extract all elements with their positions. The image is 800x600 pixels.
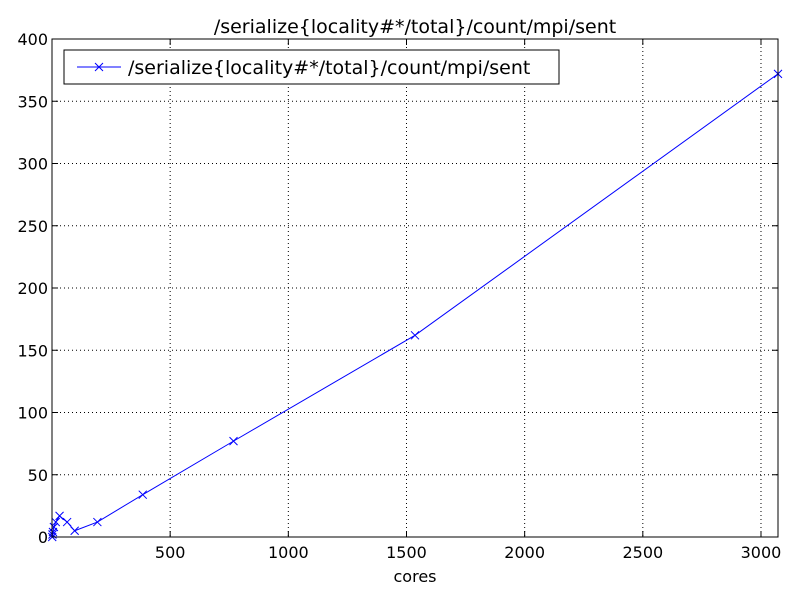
data-point-marker (62, 517, 72, 527)
grid (52, 39, 778, 537)
legend: /serialize{locality#*/total}/count/mpi/s… (63, 49, 560, 85)
ticks: 500 1000 1500 2000 2500 3000 0 50 100 150 200 250 30… (17, 30, 781, 562)
y-tick-label: 100 (17, 404, 48, 423)
y-tick-label: 200 (17, 279, 48, 298)
data-point-marker (70, 526, 80, 536)
legend-entry-label: /serialize{locality#*/total}/count/mpi/s… (128, 57, 530, 79)
data-point-marker (229, 436, 238, 446)
chart-title: /serialize{locality#*/total}/count/mpi/s… (214, 16, 616, 38)
legend-marker (94, 62, 104, 72)
data-point-marker (55, 511, 64, 521)
x-tick-label: 1000 (268, 543, 309, 562)
x-tick-label: 2000 (504, 543, 545, 562)
y-tick-label: 0 (38, 528, 48, 547)
x-tick-label: 500 (155, 543, 186, 562)
x-axis-label: cores (394, 567, 437, 586)
y-tick-label: 250 (17, 217, 48, 236)
data-point-marker (51, 517, 61, 527)
y-tick-label: 350 (17, 92, 48, 111)
y-tick-label: 300 (17, 155, 48, 174)
x-tick-label: 2500 (622, 543, 663, 562)
x-tick-label: 3000 (741, 543, 782, 562)
legend-box (63, 49, 560, 85)
y-tick-label: 150 (17, 341, 48, 360)
y-tick-label: 400 (17, 30, 48, 49)
data-point-marker (93, 517, 102, 527)
data-point-marker (49, 522, 59, 532)
y-tick-label: 50 (28, 466, 48, 485)
x-tick-label: 1500 (386, 543, 427, 562)
data-point-marker (410, 330, 420, 340)
data-point-marker (138, 490, 148, 500)
